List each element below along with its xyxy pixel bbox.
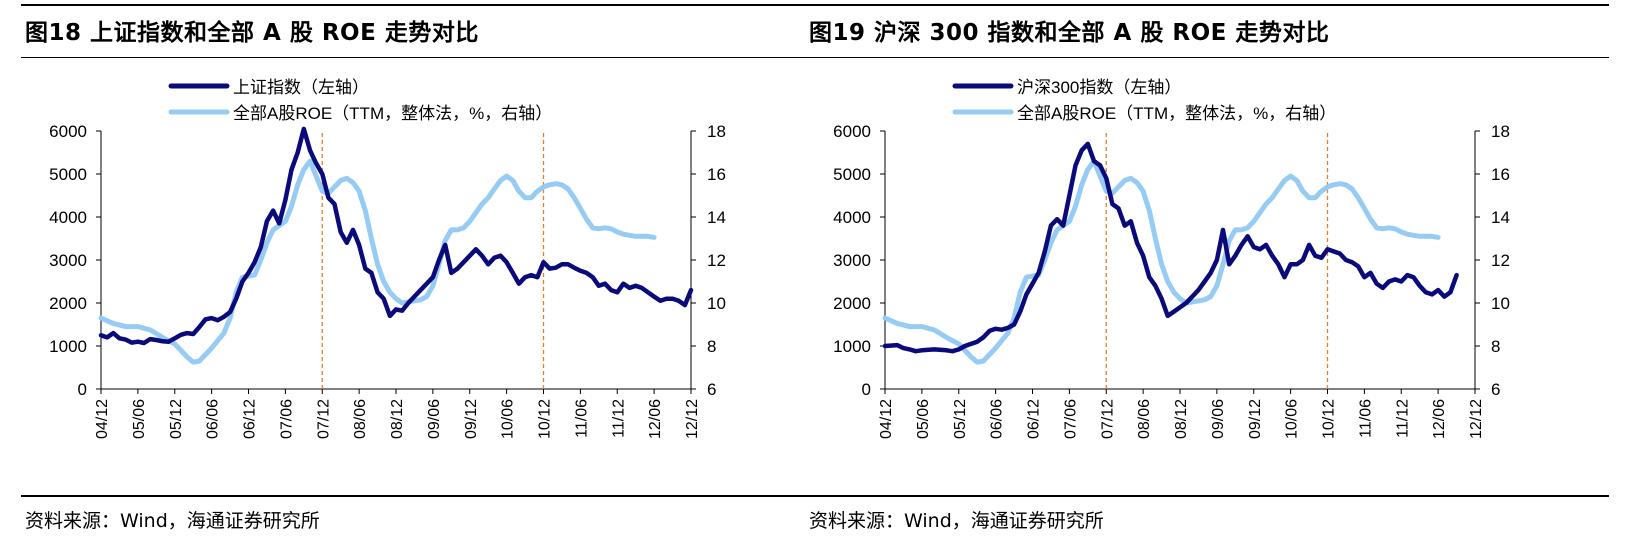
index-series-line — [98, 126, 694, 346]
x-tick-label: 12/06 — [1431, 399, 1448, 439]
right-tick-label: 8 — [1491, 337, 1500, 356]
x-tick-label: 10/06 — [1284, 399, 1301, 439]
right-tick-label: 14 — [1491, 208, 1510, 227]
left-tick-label: 6000 — [49, 122, 87, 141]
x-tick-label: 06/06 — [989, 399, 1006, 439]
left-tick-label: 1000 — [49, 337, 87, 356]
legend-label: 全部A股ROE（TTM，整体法，%，右轴） — [233, 104, 552, 123]
figure-title: 图19 沪深 300 指数和全部 A 股 ROE 走势对比 — [809, 20, 1330, 46]
left-tick-label: 6000 — [833, 122, 871, 141]
x-tick-label: 09/12 — [1247, 399, 1264, 439]
x-tick-label: 11/06 — [573, 399, 590, 438]
x-tick-label: 06/12 — [1026, 399, 1043, 439]
left-tick-label: 4000 — [49, 208, 87, 227]
legend-label: 沪深300指数（左轴） — [1017, 78, 1181, 97]
x-tick-label: 07/06 — [278, 399, 295, 439]
x-tick-label: 08/06 — [1136, 399, 1153, 439]
x-tick-label: 08/12 — [1173, 399, 1190, 439]
x-tick-label: 05/06 — [915, 399, 932, 439]
right-tick-label: 12 — [1491, 251, 1510, 270]
right-tick-label: 8 — [707, 337, 716, 356]
right-tick-label: 18 — [1491, 122, 1510, 141]
left-tick-label: 3000 — [833, 251, 871, 270]
legend-label: 上证指数（左轴） — [233, 78, 369, 97]
right-tick-label: 10 — [1491, 294, 1510, 313]
x-tick-label: 12/06 — [647, 399, 664, 439]
x-tick-label: 09/12 — [463, 399, 480, 439]
legend-label: 全部A股ROE（TTM，整体法，%，右轴） — [1017, 104, 1336, 123]
x-tick-label: 11/12 — [1394, 399, 1411, 438]
x-tick-label: 06/06 — [205, 399, 222, 439]
right-tick-label: 16 — [707, 165, 726, 184]
right-tick-label: 14 — [707, 208, 726, 227]
right-tick-label: 6 — [1491, 380, 1500, 399]
right-tick-label: 18 — [707, 122, 726, 141]
x-tick-label: 07/12 — [315, 399, 332, 439]
right-tick-label: 6 — [707, 380, 716, 399]
x-tick-label: 06/12 — [242, 399, 259, 439]
x-tick-label: 05/06 — [131, 399, 148, 439]
x-tick-label: 09/06 — [1210, 399, 1227, 439]
bottom-rule — [805, 495, 1609, 497]
chart-svg: 0 1000 2000 3000 4000 5000 6000 6 8 10 12 14 16 18 04/… — [833, 78, 1510, 439]
left-tick-label: 2000 — [49, 294, 87, 313]
chart-svg: 0 1000 2000 3000 4000 5000 6000 6 8 10 12 14 16 18 04/… — [49, 78, 726, 439]
title-rule — [805, 57, 1609, 58]
title-rule — [21, 57, 825, 58]
chart-panel-19: 图19 沪深 300 指数和全部 A 股 ROE 走势对比 0 1000 2000 3… — [805, 0, 1609, 540]
x-tick-label: 04/12 — [878, 399, 895, 439]
source-note: 资料来源：Wind，海通证券研究所 — [25, 510, 320, 532]
figure-title: 图18 上证指数和全部 A 股 ROE 走势对比 — [25, 20, 479, 46]
bottom-rule — [21, 495, 825, 497]
x-tick-label: 04/12 — [94, 399, 111, 439]
left-tick-label: 2000 — [833, 294, 871, 313]
right-tick-label: 16 — [1491, 165, 1510, 184]
x-tick-label: 11/06 — [1357, 399, 1374, 438]
x-tick-label: 10/06 — [500, 399, 517, 439]
x-tick-label: 10/12 — [1321, 399, 1338, 439]
x-tick-label: 12/12 — [684, 399, 701, 439]
left-tick-label: 4000 — [833, 208, 871, 227]
index-series-line — [882, 141, 1459, 354]
left-tick-label: 3000 — [49, 251, 87, 270]
top-rule — [805, 4, 1609, 6]
x-tick-label: 08/06 — [352, 399, 369, 439]
x-tick-label: 07/12 — [1099, 399, 1116, 439]
x-tick-label: 09/06 — [426, 399, 443, 439]
x-tick-label: 12/12 — [1468, 399, 1485, 439]
x-tick-label: 07/06 — [1062, 399, 1079, 439]
left-tick-label: 0 — [862, 380, 871, 399]
x-tick-label: 08/12 — [389, 399, 406, 439]
x-tick-label: 10/12 — [537, 399, 554, 439]
left-tick-label: 0 — [78, 380, 87, 399]
left-tick-label: 5000 — [833, 165, 871, 184]
source-note: 资料来源：Wind，海通证券研究所 — [809, 510, 1104, 532]
x-tick-label: 05/12 — [168, 399, 185, 439]
x-tick-label: 11/12 — [610, 399, 627, 438]
right-tick-label: 12 — [707, 251, 726, 270]
x-tick-label: 05/12 — [952, 399, 969, 439]
left-tick-label: 1000 — [833, 337, 871, 356]
right-tick-label: 10 — [707, 294, 726, 313]
top-rule — [21, 4, 825, 6]
chart-panel-18: 图18 上证指数和全部 A 股 ROE 走势对比 0 1000 2000 3000 40… — [21, 0, 825, 540]
left-tick-label: 5000 — [49, 165, 87, 184]
